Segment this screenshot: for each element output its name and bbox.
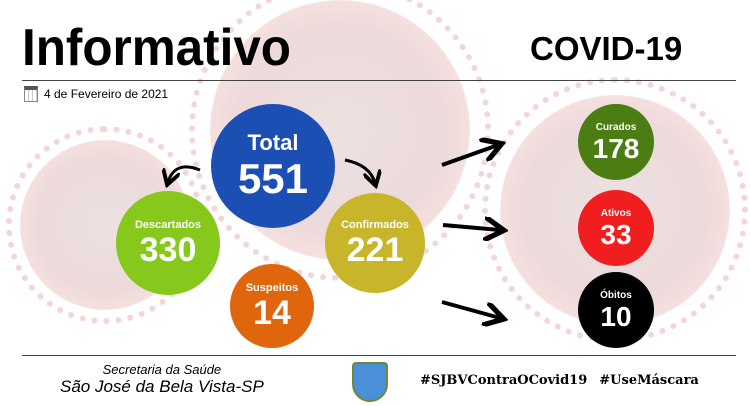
stat-label: Ativos <box>600 207 632 219</box>
stat-label: Confirmados <box>341 219 409 231</box>
organization: Secretaria da Saúde São José da Bela Vis… <box>60 362 264 397</box>
stat-value: 551 <box>237 154 309 202</box>
stat-suspeitos: Suspeitos 14 <box>230 264 314 348</box>
stat-label: Descartados <box>134 219 202 231</box>
stat-ativos: Ativos 33 <box>578 190 654 266</box>
stat-value: 33 <box>600 218 632 250</box>
hashtag: #UseMáscara <box>599 373 699 388</box>
stat-label: Total <box>247 129 299 155</box>
stat-label: Curados <box>595 121 637 133</box>
stat-value: 221 <box>346 231 404 269</box>
stat-curados: Curados 178 <box>578 104 654 180</box>
stat-obitos: Óbitos 10 <box>578 272 654 348</box>
stat-value: 14 <box>253 294 291 332</box>
arrow-icon <box>168 165 201 182</box>
hashtag: #SJBVContraOCovid19 <box>420 373 588 388</box>
calendar-icon <box>24 86 38 102</box>
stat-confirmados: Confirmados 221 <box>325 193 425 293</box>
crest-logo <box>352 362 388 402</box>
stat-label: Suspeitos <box>245 282 299 294</box>
stat-label: Óbitos <box>600 289 632 301</box>
arrow-icon <box>442 225 500 230</box>
org-line1: Secretaria da Saúde <box>102 362 222 377</box>
page-subtitle: COVID-19 <box>530 30 683 67</box>
page-title: Informativo <box>22 19 291 77</box>
arrow-icon <box>441 300 500 318</box>
stat-descartados: Descartados 330 <box>116 191 220 295</box>
arrow-icon <box>344 158 375 183</box>
stat-value: 330 <box>139 231 197 269</box>
arrow-icon <box>441 145 498 167</box>
divider <box>22 80 736 81</box>
stat-value: 10 <box>600 300 632 332</box>
date-text: 4 de Fevereiro de 2021 <box>44 87 169 101</box>
footer-divider <box>22 355 736 356</box>
stat-value: 178 <box>592 132 640 164</box>
date: 4 de Fevereiro de 2021 <box>24 86 168 102</box>
org-line2: São José da Bela Vista-SP <box>60 377 264 396</box>
stat-total: Total 551 <box>211 104 335 228</box>
